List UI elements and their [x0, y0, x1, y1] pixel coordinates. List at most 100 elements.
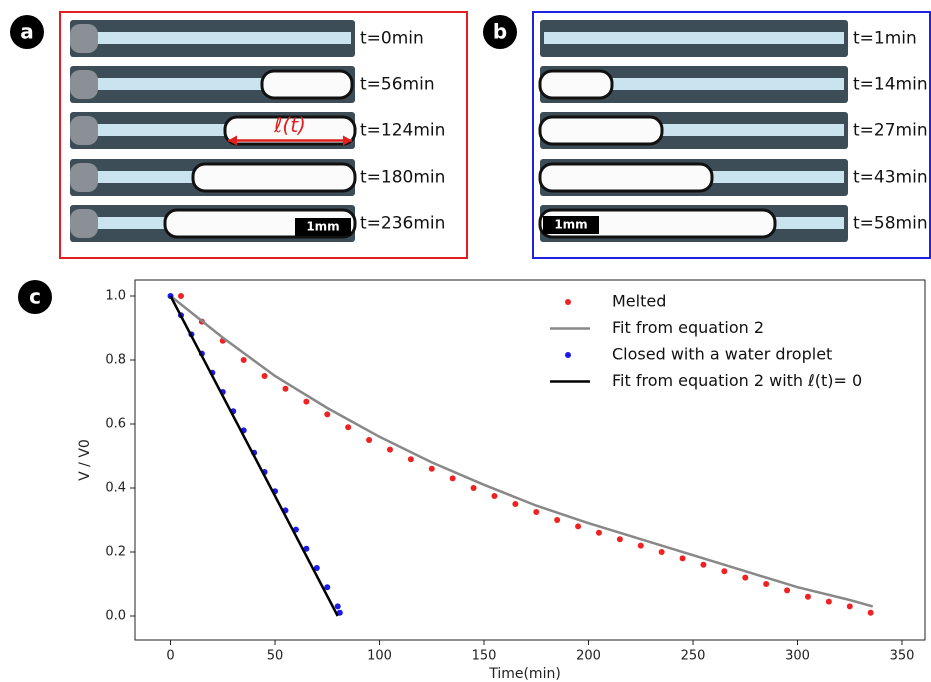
data-point — [533, 509, 540, 515]
data-point — [386, 446, 393, 453]
legend-marker — [565, 299, 571, 305]
tube-end — [70, 163, 98, 192]
data-point — [595, 529, 602, 536]
data-point — [366, 437, 373, 443]
data-point — [345, 424, 352, 431]
data-point — [324, 411, 331, 418]
length-annotation: ℓ(t) — [273, 113, 306, 137]
time-label: t=1min — [853, 29, 917, 49]
time-label: t=27min — [853, 121, 928, 141]
data-point — [491, 493, 498, 499]
tube-end — [70, 70, 98, 99]
legend-label: Melted — [612, 292, 666, 311]
panel-label: b — [493, 20, 507, 44]
x-axis-label: Time(min) — [488, 666, 561, 682]
data-point — [846, 603, 853, 610]
data-point — [742, 574, 749, 581]
x-tick-label: 100 — [367, 649, 392, 664]
data-point — [825, 598, 832, 605]
time-label: t=58min — [853, 214, 928, 234]
data-point — [334, 603, 341, 610]
time-label: t=0min — [360, 29, 424, 49]
data-point — [804, 593, 811, 600]
legend-label: Closed with a water droplet — [612, 345, 832, 364]
x-tick-label: 350 — [890, 649, 915, 664]
x-tick-label: 0 — [166, 649, 174, 664]
gas-segment — [538, 69, 614, 100]
data-point — [428, 465, 435, 472]
panel-frame — [532, 11, 931, 259]
data-point — [512, 501, 519, 507]
gas-segment — [260, 69, 354, 100]
y-tick-label: 0.0 — [105, 609, 126, 624]
panel-label: c — [29, 285, 41, 309]
data-point — [867, 609, 874, 616]
scale-label: 1mm — [306, 220, 339, 234]
legend-marker — [565, 352, 571, 358]
time-label: t=43min — [853, 168, 928, 188]
plot-frame — [134, 279, 926, 641]
gas-segment — [191, 162, 357, 193]
gas-segment — [538, 162, 714, 193]
data-point — [407, 456, 414, 463]
scale-bar — [295, 218, 351, 236]
y-tick-label: 0.4 — [105, 481, 126, 496]
x-tick-label: 50 — [267, 649, 284, 664]
data-point — [282, 385, 289, 392]
data-point — [336, 609, 343, 616]
time-label: t=56min — [360, 75, 435, 95]
tube-end — [70, 209, 98, 238]
data-point — [616, 536, 623, 543]
legend-label: Fit from equation 2 — [612, 318, 764, 337]
data-point — [637, 542, 644, 549]
data-point — [575, 523, 582, 530]
time-label: t=14min — [853, 75, 928, 95]
data-point — [784, 587, 791, 594]
time-label: t=124min — [360, 121, 445, 141]
tube-liquid — [544, 32, 844, 44]
fit-line — [169, 295, 339, 617]
data-point — [177, 293, 184, 299]
time-label: t=180min — [360, 168, 445, 188]
data-point — [303, 545, 310, 552]
panel-label: a — [20, 20, 34, 44]
fit-line — [169, 295, 874, 608]
time-label: t=236min — [360, 214, 445, 234]
y-tick-label: 0.6 — [105, 417, 126, 432]
y-axis-label: V / V0 — [77, 439, 93, 481]
data-point — [261, 373, 268, 379]
data-point — [324, 584, 331, 591]
x-tick-label: 200 — [576, 649, 601, 664]
tube-end — [70, 24, 98, 53]
y-tick-label: 0.2 — [105, 545, 126, 560]
data-point — [700, 561, 707, 568]
data-point — [313, 565, 320, 571]
panel-badge — [10, 15, 44, 49]
data-point — [554, 517, 561, 523]
panel-badge — [483, 15, 517, 49]
panel-frame — [59, 11, 468, 259]
gas-segment — [538, 115, 664, 146]
gas-segment — [223, 115, 357, 146]
y-tick-label: 0.8 — [105, 353, 126, 368]
data-point — [303, 398, 310, 405]
data-point — [763, 581, 770, 587]
y-tick-label: 1.0 — [105, 289, 126, 304]
x-tick-label: 150 — [472, 649, 497, 664]
data-point — [679, 555, 686, 562]
data-point — [449, 475, 456, 482]
tube-liquid — [74, 32, 351, 44]
tube-liquid — [544, 78, 844, 90]
x-tick-label: 250 — [681, 649, 706, 664]
data-point — [240, 357, 247, 363]
scale-label: 1mm — [554, 218, 587, 232]
data-point — [470, 485, 477, 491]
scale-bar — [543, 216, 599, 234]
legend-label: Fit from equation 2 with ℓ(t)= 0 — [612, 371, 862, 390]
data-point — [721, 568, 728, 575]
panel-badge — [18, 280, 52, 314]
data-point — [658, 549, 665, 555]
tube-end — [70, 116, 98, 145]
x-tick-label: 300 — [785, 649, 810, 664]
